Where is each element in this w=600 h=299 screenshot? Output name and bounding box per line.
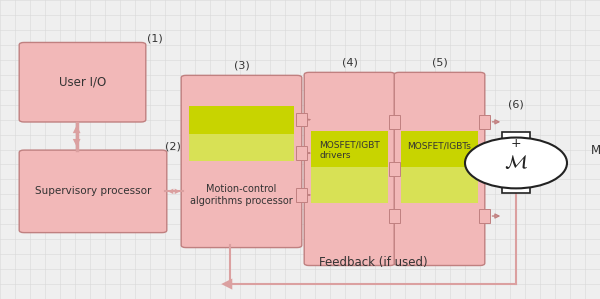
Bar	[296, 188, 307, 202]
Text: (3): (3)	[233, 61, 250, 71]
Text: +: +	[511, 138, 521, 150]
Text: (2): (2)	[165, 141, 181, 152]
FancyBboxPatch shape	[19, 42, 146, 122]
FancyBboxPatch shape	[181, 75, 302, 248]
Bar	[389, 209, 400, 223]
Text: MOSFET/IGBTs: MOSFET/IGBTs	[407, 142, 472, 151]
Bar	[189, 106, 294, 161]
Bar	[311, 167, 388, 203]
Circle shape	[465, 138, 567, 188]
Text: Supervisory processor: Supervisory processor	[35, 186, 151, 196]
Text: Motion-control
algorithms processor: Motion-control algorithms processor	[190, 184, 293, 206]
Bar	[389, 115, 400, 129]
Bar	[401, 131, 478, 203]
Bar	[296, 113, 307, 126]
Text: User I/O: User I/O	[59, 76, 106, 89]
Bar	[502, 132, 530, 193]
Text: (5): (5)	[431, 58, 448, 68]
Text: (1): (1)	[147, 34, 163, 44]
Text: M1: M1	[591, 144, 600, 157]
Text: Feedback (if used): Feedback (if used)	[319, 256, 428, 269]
Bar	[401, 167, 478, 203]
Text: (4): (4)	[341, 58, 358, 68]
Text: (6): (6)	[508, 100, 524, 110]
Bar	[311, 131, 388, 203]
Bar	[479, 162, 490, 176]
FancyBboxPatch shape	[304, 72, 395, 266]
FancyBboxPatch shape	[394, 72, 485, 266]
Bar	[296, 146, 307, 160]
Bar	[479, 209, 490, 223]
Bar	[389, 162, 400, 176]
Text: $\mathcal{M}$: $\mathcal{M}$	[504, 153, 528, 173]
Bar	[479, 115, 490, 129]
Bar	[189, 134, 294, 161]
FancyBboxPatch shape	[19, 150, 167, 233]
Text: MOSFET/IGBT
drivers: MOSFET/IGBT drivers	[319, 141, 380, 160]
